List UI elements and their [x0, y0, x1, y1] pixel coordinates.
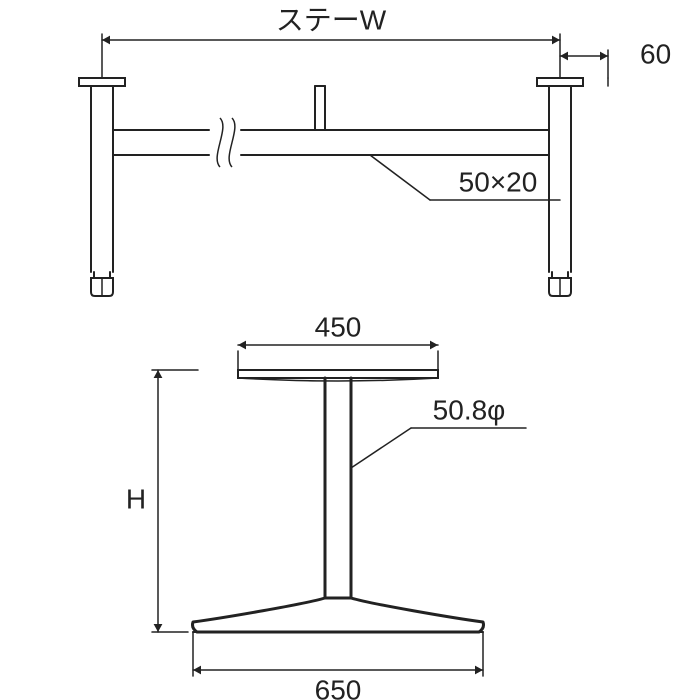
- label-450: 450: [315, 311, 362, 342]
- label-diameter: 50.8φ: [433, 394, 506, 425]
- label-60: 60: [640, 38, 671, 69]
- label-650: 650: [315, 674, 362, 700]
- label-stay-w: ステーW: [276, 4, 387, 35]
- label-H: H: [126, 483, 146, 514]
- label-crossbar: 50×20: [459, 166, 538, 197]
